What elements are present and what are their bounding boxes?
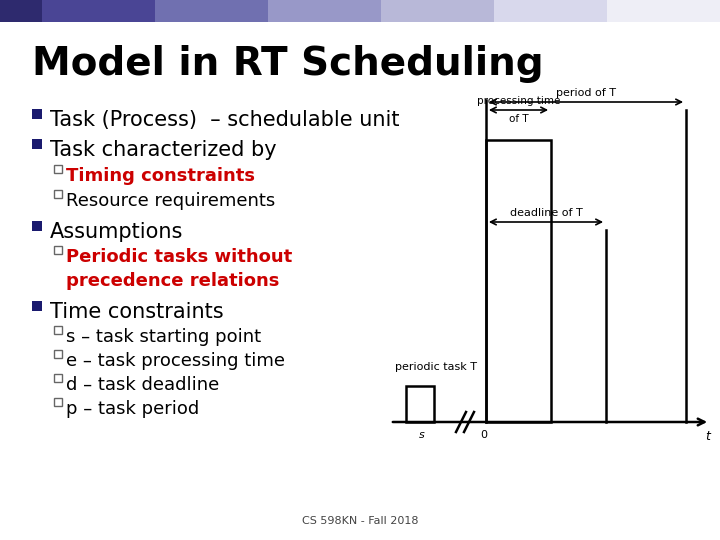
Bar [494,0,607,22]
Bar [42,0,155,22]
Text: Resource requirements: Resource requirements [66,192,275,210]
Text: Time constraints: Time constraints [50,302,224,322]
Text: Task (Process)  – schedulable unit: Task (Process) – schedulable unit [50,110,400,130]
Text: p – task period: p – task period [66,400,199,418]
Bar [54,398,62,406]
Text: periodic task T: periodic task T [395,362,477,372]
Text: e – task processing time: e – task processing time [66,352,285,370]
Text: d – task deadline: d – task deadline [66,376,220,394]
Text: precedence relations: precedence relations [66,272,279,290]
Bar [54,190,62,198]
Bar [486,140,551,422]
Bar [155,0,268,22]
Text: Task characterized by: Task characterized by [50,140,276,160]
Bar [268,0,381,22]
Text: Model in RT Scheduling: Model in RT Scheduling [32,45,544,83]
Text: deadline of T: deadline of T [510,208,582,218]
Text: CS 598KN - Fall 2018: CS 598KN - Fall 2018 [302,516,418,526]
Bar [406,386,434,422]
Text: Periodic tasks without: Periodic tasks without [66,248,292,266]
Bar [0,0,22,22]
Text: s: s [419,430,425,440]
Text: t: t [706,430,711,443]
Text: processing time: processing time [477,96,560,106]
Text: Assumptions: Assumptions [50,222,184,242]
Text: Timing constraints: Timing constraints [66,167,255,185]
Bar [32,109,42,119]
Bar [0,0,42,22]
Bar [381,0,494,22]
Text: 0: 0 [480,430,487,440]
Bar [32,221,42,231]
Bar [54,374,62,382]
Bar [54,326,62,334]
Text: period of T: period of T [556,88,616,98]
Bar [54,165,62,173]
Bar [54,350,62,358]
Bar [32,301,42,311]
Text: of T: of T [509,114,528,124]
Bar [54,246,62,254]
Text: s – task starting point: s – task starting point [66,328,261,346]
Bar [607,0,720,22]
Bar [32,139,42,149]
